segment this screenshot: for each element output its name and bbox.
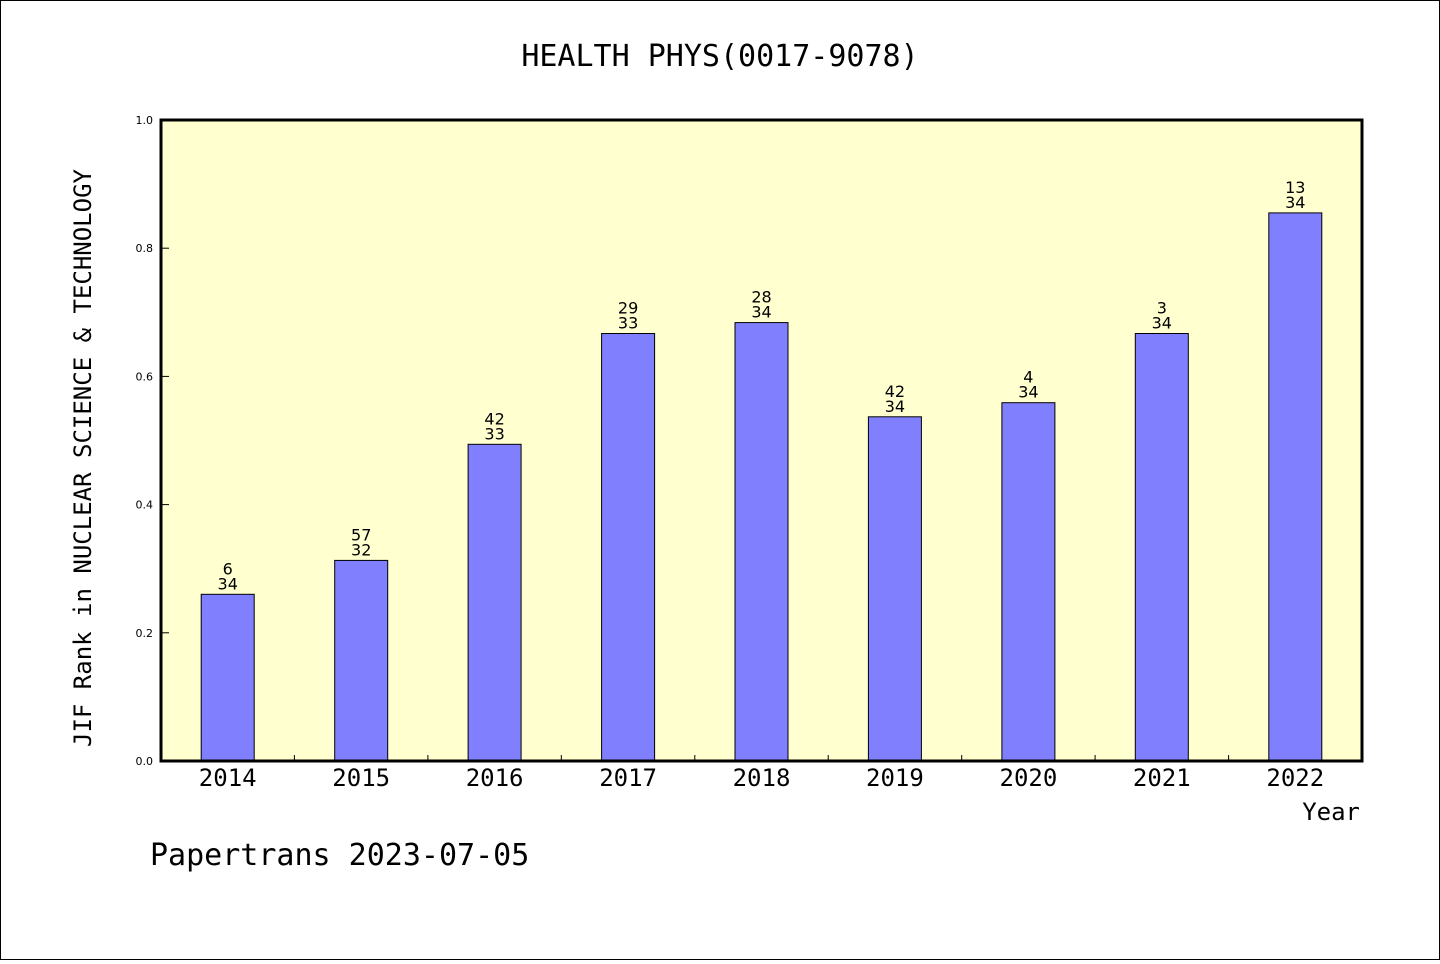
rank-label-bottom-2015: 32 (351, 540, 371, 559)
y-tick-label: 1.0 (136, 114, 154, 127)
rank-label-bottom-2017: 33 (618, 314, 638, 333)
rank-label-top-2016: 42 (484, 409, 504, 428)
bar-2021 (1134, 333, 1189, 762)
rank-label-top-2021: 3 (1157, 299, 1167, 318)
x-tick-label-2016: 2016 (466, 764, 524, 792)
rank-label-bottom-2016: 33 (484, 424, 504, 443)
footer-credit: Papertrans 2023-07-05 (150, 838, 529, 873)
x-tick-label-2017: 2017 (599, 764, 657, 792)
bar-2014 (200, 593, 255, 762)
y-tick-label: 0.4 (136, 499, 154, 512)
rank-label-top-2017: 29 (618, 299, 638, 318)
x-tick-label-2020: 2020 (1000, 764, 1058, 792)
x-tick-label-2014: 2014 (199, 764, 257, 792)
y-tick-label: 0.6 (136, 370, 154, 383)
x-tick-label-2018: 2018 (733, 764, 791, 792)
x-axis-label: Year (1302, 798, 1360, 826)
rank-label-top-2019: 42 (885, 382, 905, 401)
rank-label-top-2020: 4 (1023, 368, 1033, 387)
rank-label-top-2022: 13 (1285, 178, 1305, 197)
y-axis-label: JIF Rank in NUCLEAR SCIENCE & TECHNOLOGY (69, 168, 97, 747)
rank-label-top-2018: 28 (751, 288, 771, 307)
bar-2019 (867, 416, 922, 762)
x-tick-label-2019: 2019 (866, 764, 924, 792)
bar-2022 (1268, 212, 1323, 762)
x-tick-label-2022: 2022 (1266, 764, 1324, 792)
rank-label-bottom-2019: 34 (885, 397, 905, 416)
y-tick-label: 0.8 (136, 242, 154, 255)
rank-label-bottom-2021: 34 (1152, 314, 1172, 333)
x-tick-label-2015: 2015 (332, 764, 390, 792)
bar-2018 (734, 322, 789, 762)
rank-label-bottom-2014: 34 (218, 574, 238, 593)
rank-label-bottom-2020: 34 (1018, 383, 1038, 402)
x-axis: 2014 2015 2016 2017 2018 2019 2020 2021 2022 (199, 755, 1324, 792)
y-tick-label: 0.2 (136, 627, 154, 640)
rank-label-bottom-2018: 34 (751, 303, 771, 322)
rank-label-bottom-2022: 34 (1285, 193, 1305, 212)
chart-title: HEALTH PHYS(0017-9078) (521, 39, 918, 74)
bars-group (200, 212, 1323, 762)
y-tick-label: 0.0 (136, 755, 154, 768)
bar-2017 (601, 333, 656, 762)
y-axis: 0.0 0.2 0.4 0.6 0.8 1.0 (136, 114, 169, 768)
x-tick-label-2021: 2021 (1133, 764, 1191, 792)
bar-2015 (334, 559, 389, 762)
bar-2020 (1001, 402, 1056, 762)
bar-2016 (467, 443, 522, 762)
rank-label-top-2014: 6 (223, 559, 233, 578)
rank-label-top-2015: 57 (351, 525, 371, 544)
plot-border (159, 118, 1364, 763)
